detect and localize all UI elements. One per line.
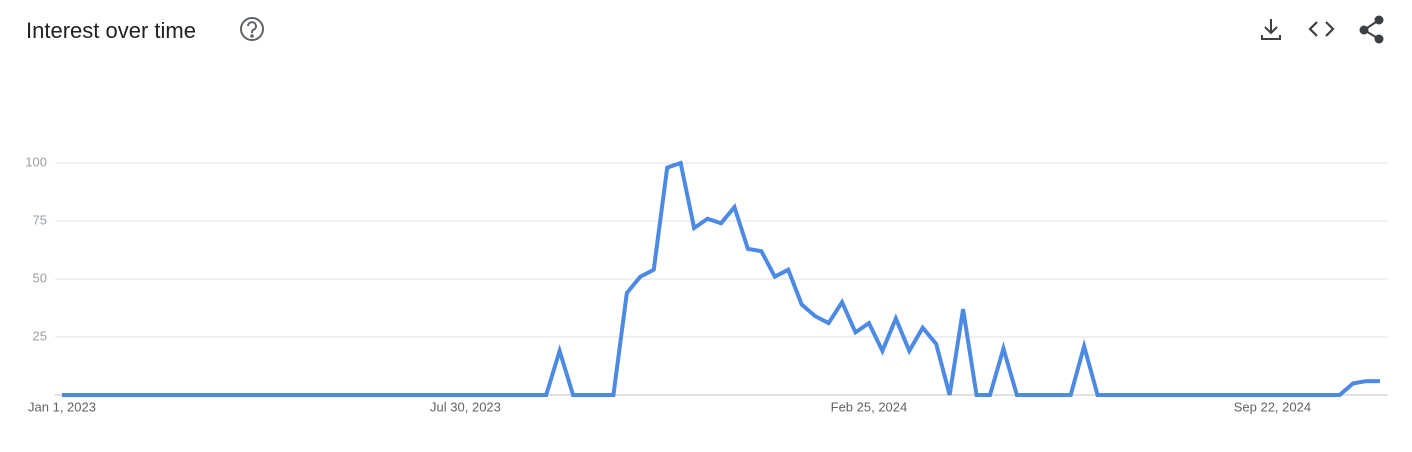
y-tick-label: 100 <box>25 154 47 169</box>
trend-line <box>62 160 1380 397</box>
share-icon[interactable] <box>1359 15 1384 44</box>
chart-title: Interest over time <box>26 18 196 43</box>
x-tick-label: Jul 30, 2023 <box>430 399 501 414</box>
x-tick-label: Sep 22, 2024 <box>1234 399 1311 414</box>
y-tick-label: 50 <box>33 270 47 285</box>
download-icon[interactable] <box>1261 19 1281 40</box>
y-tick-label: 25 <box>33 328 47 343</box>
help-icon[interactable] <box>240 17 264 41</box>
x-tick-label: Jan 1, 2023 <box>28 399 96 414</box>
y-tick-label: 75 <box>33 212 47 227</box>
embed-icon[interactable] <box>1308 21 1335 37</box>
x-tick-label: Feb 25, 2024 <box>831 399 908 414</box>
